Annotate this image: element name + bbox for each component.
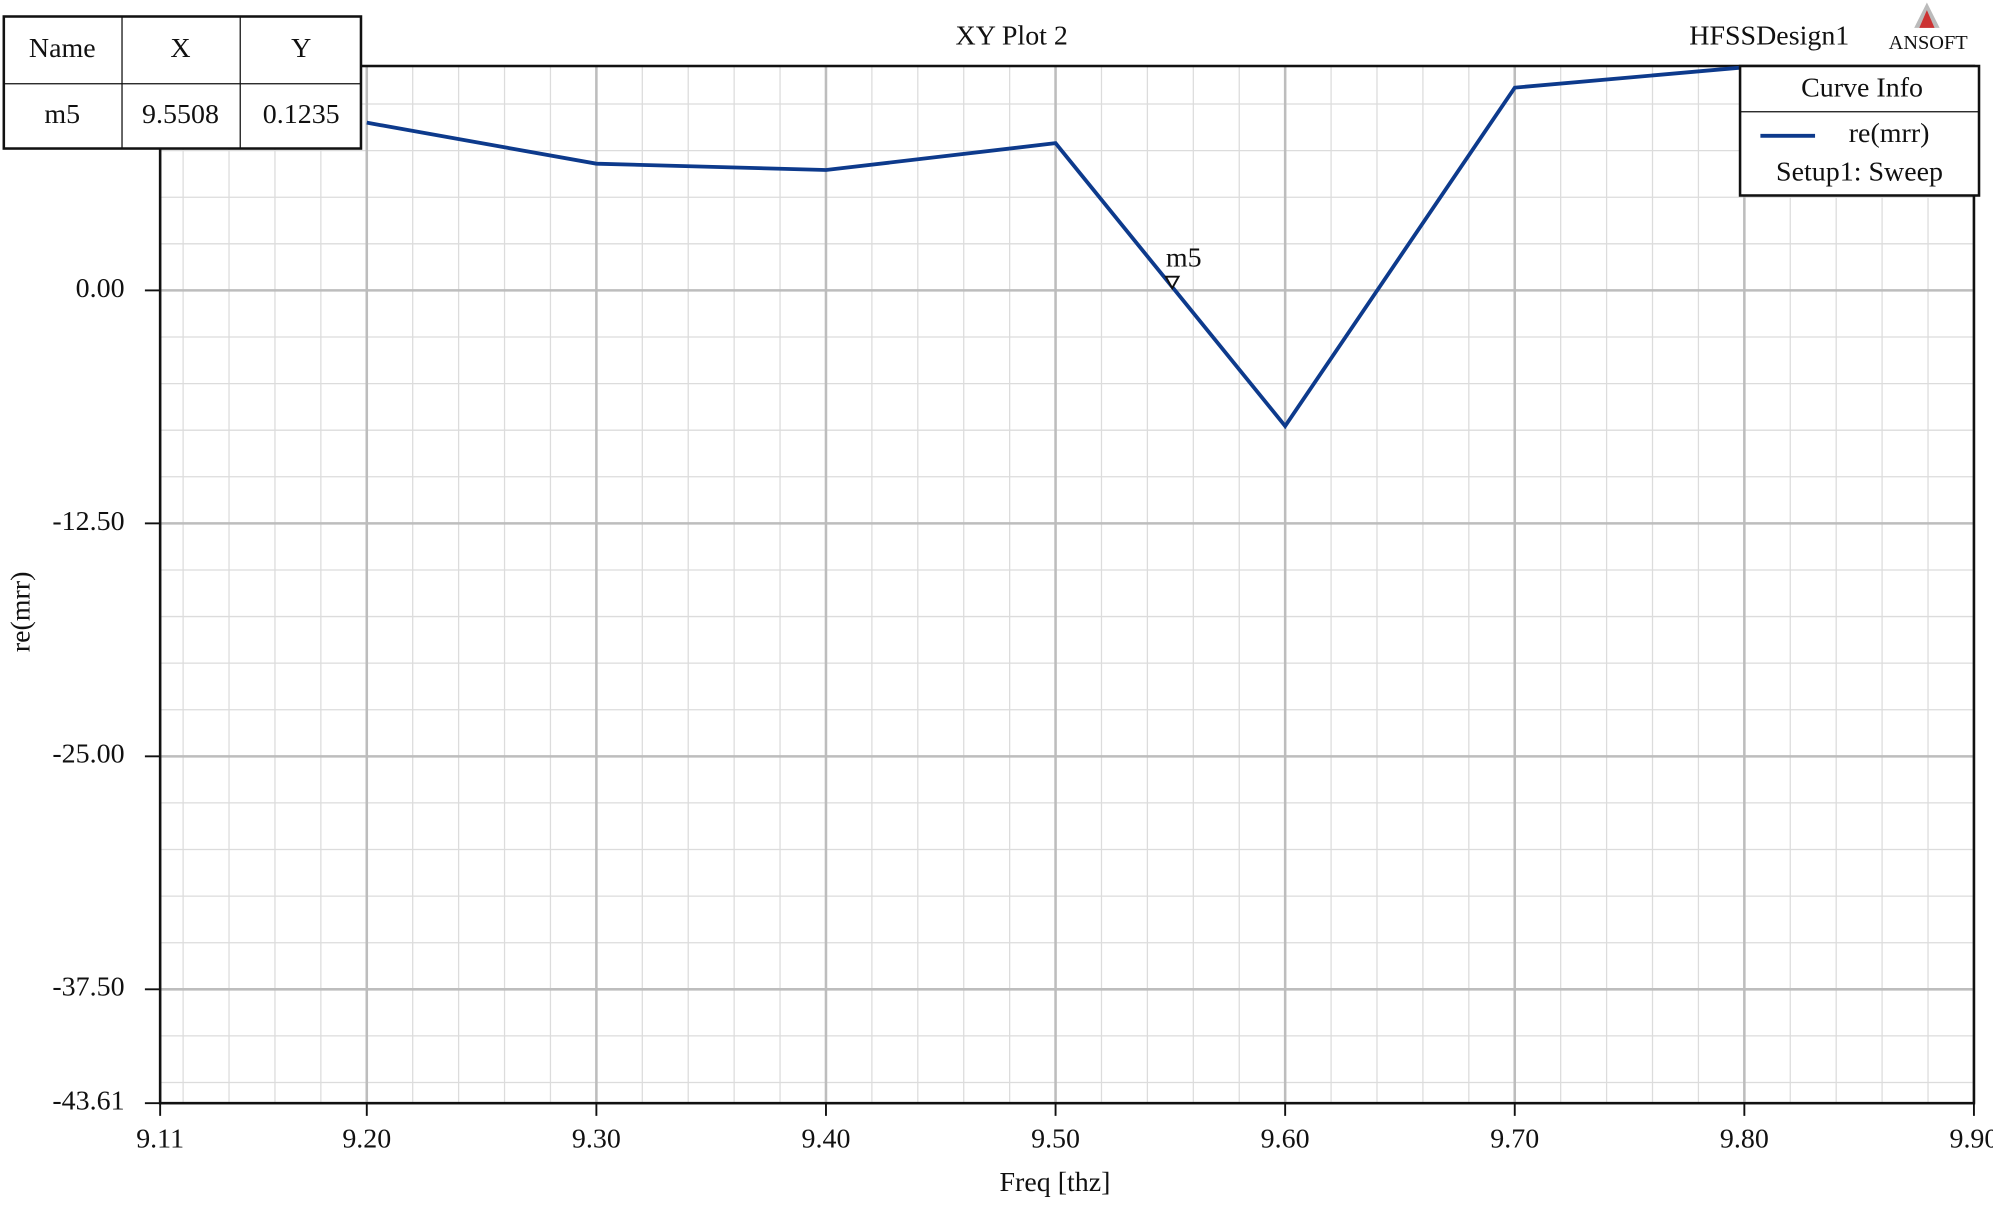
table-frame: [2, 15, 363, 150]
x-tick-label: 9.80: [1720, 1124, 1769, 1155]
x-tick-label: 9.60: [1261, 1124, 1310, 1155]
table-header: Name: [29, 33, 96, 64]
legend-box: [1738, 64, 1981, 197]
x-tick-label: 9.70: [1490, 1124, 1539, 1155]
legend-subtitle: Setup1: Sweep: [1776, 156, 1943, 187]
table-header: Y: [291, 33, 311, 64]
y-tick-label: -43.61: [52, 1086, 124, 1117]
x-tick-label: 9.40: [802, 1124, 851, 1155]
legend-title: Curve Info: [1801, 73, 1923, 104]
x-tick-label: 9.20: [342, 1124, 391, 1155]
y-tick-label: -25.00: [52, 739, 124, 770]
table-header: X: [170, 33, 190, 64]
logo-icon-accent: [1919, 10, 1935, 28]
table-cell: 0.1235: [263, 99, 340, 130]
x-tick-label: 9.11: [136, 1124, 184, 1155]
y-tick-label: -12.50: [52, 506, 124, 537]
x-axis-label: Freq [thz]: [999, 1167, 1110, 1198]
x-tick-label: 9.30: [572, 1124, 621, 1155]
table-cell: m5: [44, 99, 80, 130]
marker-table: Name X Y m5 9.5508 0.1235: [2, 15, 363, 150]
x-tick-label: 9.50: [1031, 1124, 1080, 1155]
chart-title: XY Plot 2: [956, 21, 1068, 52]
marker-label: m5: [1166, 243, 1202, 274]
y-axis-label: re(mrr): [5, 572, 36, 653]
y-tick-label: 0.00: [76, 273, 125, 304]
legend-entry: re(mrr): [1849, 118, 1930, 149]
y-tick-label: -37.50: [52, 972, 124, 1003]
marker: [1164, 275, 1181, 291]
design-name: HFSSDesign1: [1689, 21, 1849, 52]
data-line: [366, 65, 1745, 430]
x-tick-label: 9.90: [1949, 1124, 1993, 1155]
table-cell: 9.5508: [142, 99, 219, 130]
plot-frame: [158, 64, 1976, 1105]
logo-text: ANSOFT: [1889, 32, 1969, 54]
legend: Curve Info re(mrr) Setup1: Sweep: [1738, 64, 1981, 197]
